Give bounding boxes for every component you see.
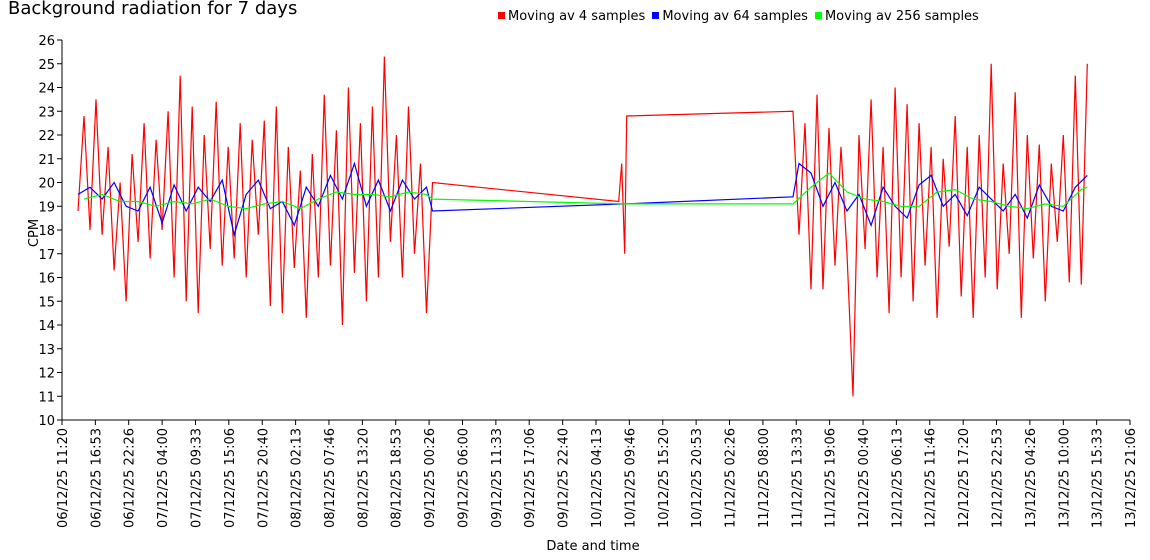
x-tick-label: 10/12/25 20:53 — [690, 428, 705, 528]
x-axis-title: Date and time — [546, 539, 639, 554]
chart-axes: 10 11 12 13 14 15 16 17 18 19 20 21 22 23 24 25 26 06/12/… — [38, 34, 1139, 528]
legend-swatch-green — [814, 12, 822, 19]
legend-swatch-blue — [652, 12, 660, 19]
chart-title: Background radiation for 7 days — [8, 0, 298, 19]
x-tick-label: 07/12/25 09:33 — [189, 428, 204, 528]
y-tick-label: 20 — [38, 177, 55, 192]
y-tick-label: 19 — [38, 200, 55, 215]
y-tick-label: 21 — [38, 153, 55, 168]
y-tick-label: 22 — [38, 129, 55, 144]
y-tick-label: 23 — [38, 105, 55, 120]
x-tick-label: 07/12/25 04:00 — [156, 428, 171, 528]
series-layer — [77, 56, 1088, 397]
x-tick-label: 12/12/25 17:20 — [957, 428, 972, 528]
x-tick-label: 06/12/25 22:26 — [123, 428, 138, 528]
y-tick-label: 25 — [38, 58, 55, 73]
legend-label: Moving av 4 samples — [508, 9, 646, 24]
x-tick-label: 10/12/25 15:20 — [657, 428, 672, 528]
x-tick-label: 12/12/25 06:13 — [890, 428, 905, 528]
x-tick-label: 09/12/25 17:06 — [523, 428, 538, 528]
legend-label: Moving av 64 samples — [662, 9, 808, 24]
legend-item: Moving av 64 samples — [652, 9, 808, 24]
x-tick-label: 12/12/25 11:46 — [924, 428, 939, 528]
y-tick-label: 11 — [38, 390, 55, 405]
y-tick-label: 18 — [38, 224, 55, 239]
x-tick-label: 09/12/25 22:40 — [557, 428, 572, 528]
y-tick-label: 26 — [38, 34, 55, 49]
y-tick-label: 12 — [38, 367, 55, 382]
x-tick-label: 09/12/25 06:00 — [457, 428, 472, 528]
x-tick-label: 08/12/25 07:46 — [323, 428, 338, 528]
x-tick-label: 06/12/25 16:53 — [89, 428, 104, 528]
x-tick-label: 08/12/25 13:20 — [356, 428, 371, 528]
series-line-256-samples — [83, 172, 1088, 210]
y-tick-label: 24 — [38, 82, 55, 97]
x-tick-label: 11/12/25 19:06 — [824, 428, 839, 528]
x-tick-label: 06/12/25 11:20 — [56, 428, 71, 528]
x-tick-label: 13/12/25 21:06 — [1124, 428, 1139, 528]
x-tick-label: 08/12/25 18:53 — [390, 428, 405, 528]
x-tick-label: 11/12/25 13:33 — [790, 428, 805, 528]
y-tick-label: 15 — [38, 295, 55, 310]
legend-item: Moving av 4 samples — [498, 9, 645, 24]
legend-item: Moving av 256 samples — [814, 9, 979, 24]
y-tick-label: 13 — [38, 343, 55, 358]
x-tick-label: 13/12/25 04:26 — [1024, 428, 1039, 528]
x-tick-label: 11/12/25 02:26 — [723, 428, 738, 528]
x-tick-label: 10/12/25 04:13 — [590, 428, 605, 528]
legend: Moving av 4 samples Moving av 64 samples… — [498, 9, 986, 24]
series-line-4-samples — [77, 56, 1088, 397]
x-tick-label: 08/12/25 02:13 — [290, 428, 305, 528]
x-tick-label: 12/12/25 22:53 — [991, 428, 1006, 528]
legend-label: Moving av 256 samples — [824, 9, 979, 24]
x-tick-label: 12/12/25 00:40 — [857, 428, 872, 528]
x-tick-label: 10/12/25 09:46 — [623, 428, 638, 528]
x-tick-label: 07/12/25 20:40 — [256, 428, 271, 528]
y-tick-label: 10 — [38, 414, 55, 429]
x-tick-label: 11/12/25 08:00 — [757, 428, 772, 528]
x-tick-label: 13/12/25 15:33 — [1091, 428, 1106, 528]
x-tick-label: 13/12/25 10:00 — [1057, 428, 1072, 528]
x-tick-label: 09/12/25 11:33 — [490, 428, 505, 528]
y-axis-title: CPM — [27, 219, 42, 247]
x-tick-label: 07/12/25 15:06 — [223, 428, 238, 528]
y-tick-label: 16 — [38, 272, 55, 287]
x-tick-label: 09/12/25 00:26 — [423, 428, 438, 528]
legend-swatch-red — [498, 12, 505, 19]
y-tick-label: 14 — [38, 319, 55, 334]
y-tick-label: 17 — [38, 248, 55, 263]
